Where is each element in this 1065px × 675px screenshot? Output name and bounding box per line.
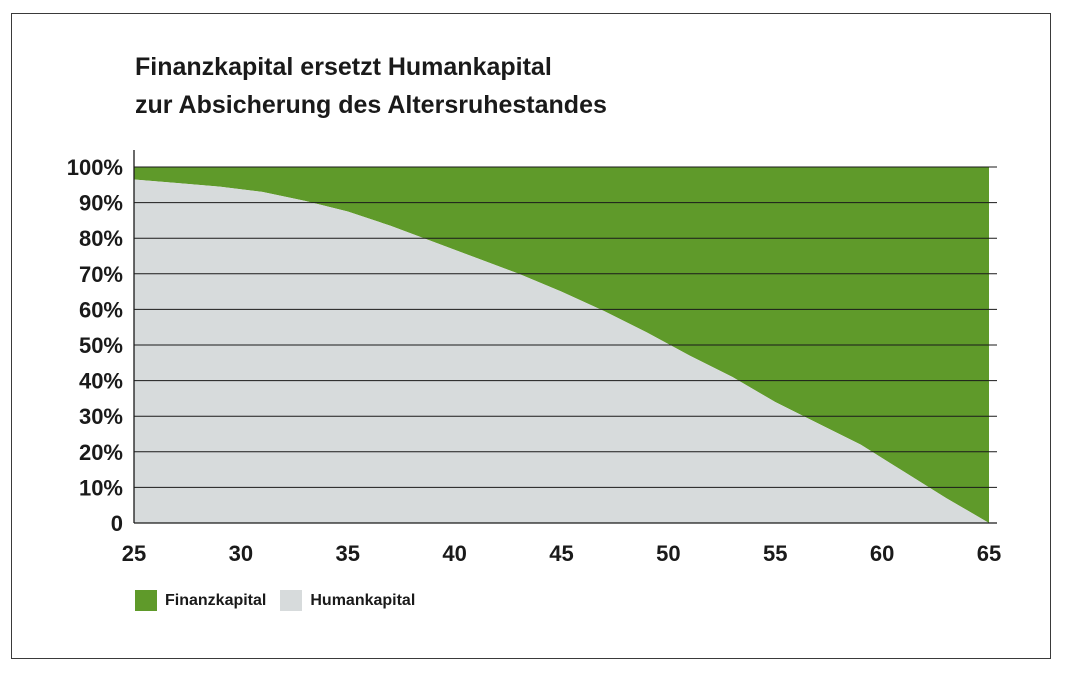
chart-title: Finanzkapital ersetzt Humankapital zur A… — [135, 48, 607, 124]
y-tick-labels: 0 10% 20% 30% 40% 50% 60% 70% 80% 90% 100% — [67, 155, 123, 536]
legend-item-finanzkapital: Finanzkapital — [135, 590, 266, 611]
y-tick-label: 0 — [111, 511, 123, 536]
x-tick-label: 65 — [977, 541, 1001, 566]
area-finanzkapital — [134, 167, 989, 523]
chart-gridlines — [134, 166, 997, 488]
y-tick-label: 30% — [79, 404, 123, 429]
chart-legend: Finanzkapital Humankapital — [135, 590, 429, 611]
chart-areas — [134, 167, 989, 523]
y-tick-label: 70% — [79, 262, 123, 287]
y-tick-label: 20% — [79, 440, 123, 465]
x-tick-label: 35 — [336, 541, 360, 566]
legend-label-humankapital: Humankapital — [310, 591, 416, 609]
y-tick-label: 60% — [79, 297, 123, 322]
x-tick-label: 60 — [870, 541, 894, 566]
x-tick-label: 40 — [442, 541, 466, 566]
y-tick-label: 50% — [79, 333, 123, 358]
x-tick-label: 30 — [229, 541, 253, 566]
y-tick-label: 10% — [79, 475, 123, 500]
chart-axes — [133, 150, 997, 524]
x-tick-labels: 25 30 35 40 45 50 55 60 65 — [122, 541, 1001, 566]
legend-item-humankapital: Humankapital — [280, 590, 415, 611]
y-tick-label: 80% — [79, 226, 123, 251]
x-tick-label: 25 — [122, 541, 146, 566]
legend-swatch-finanzkapital — [135, 590, 157, 611]
area-humankapital — [134, 179, 989, 523]
legend-swatch-humankapital — [280, 590, 303, 611]
y-tick-label: 90% — [79, 191, 123, 216]
x-tick-label: 45 — [549, 541, 573, 566]
legend-label-finanzkapital: Finanzkapital — [165, 591, 267, 609]
chart-title-line-1: Finanzkapital ersetzt Humankapital — [135, 53, 552, 81]
chart-title-line-2: zur Absicherung des Altersruhestandes — [135, 91, 607, 119]
x-tick-label: 50 — [656, 541, 680, 566]
y-tick-label: 40% — [79, 369, 123, 394]
x-tick-label: 55 — [763, 541, 787, 566]
y-tick-label: 100% — [67, 155, 123, 180]
